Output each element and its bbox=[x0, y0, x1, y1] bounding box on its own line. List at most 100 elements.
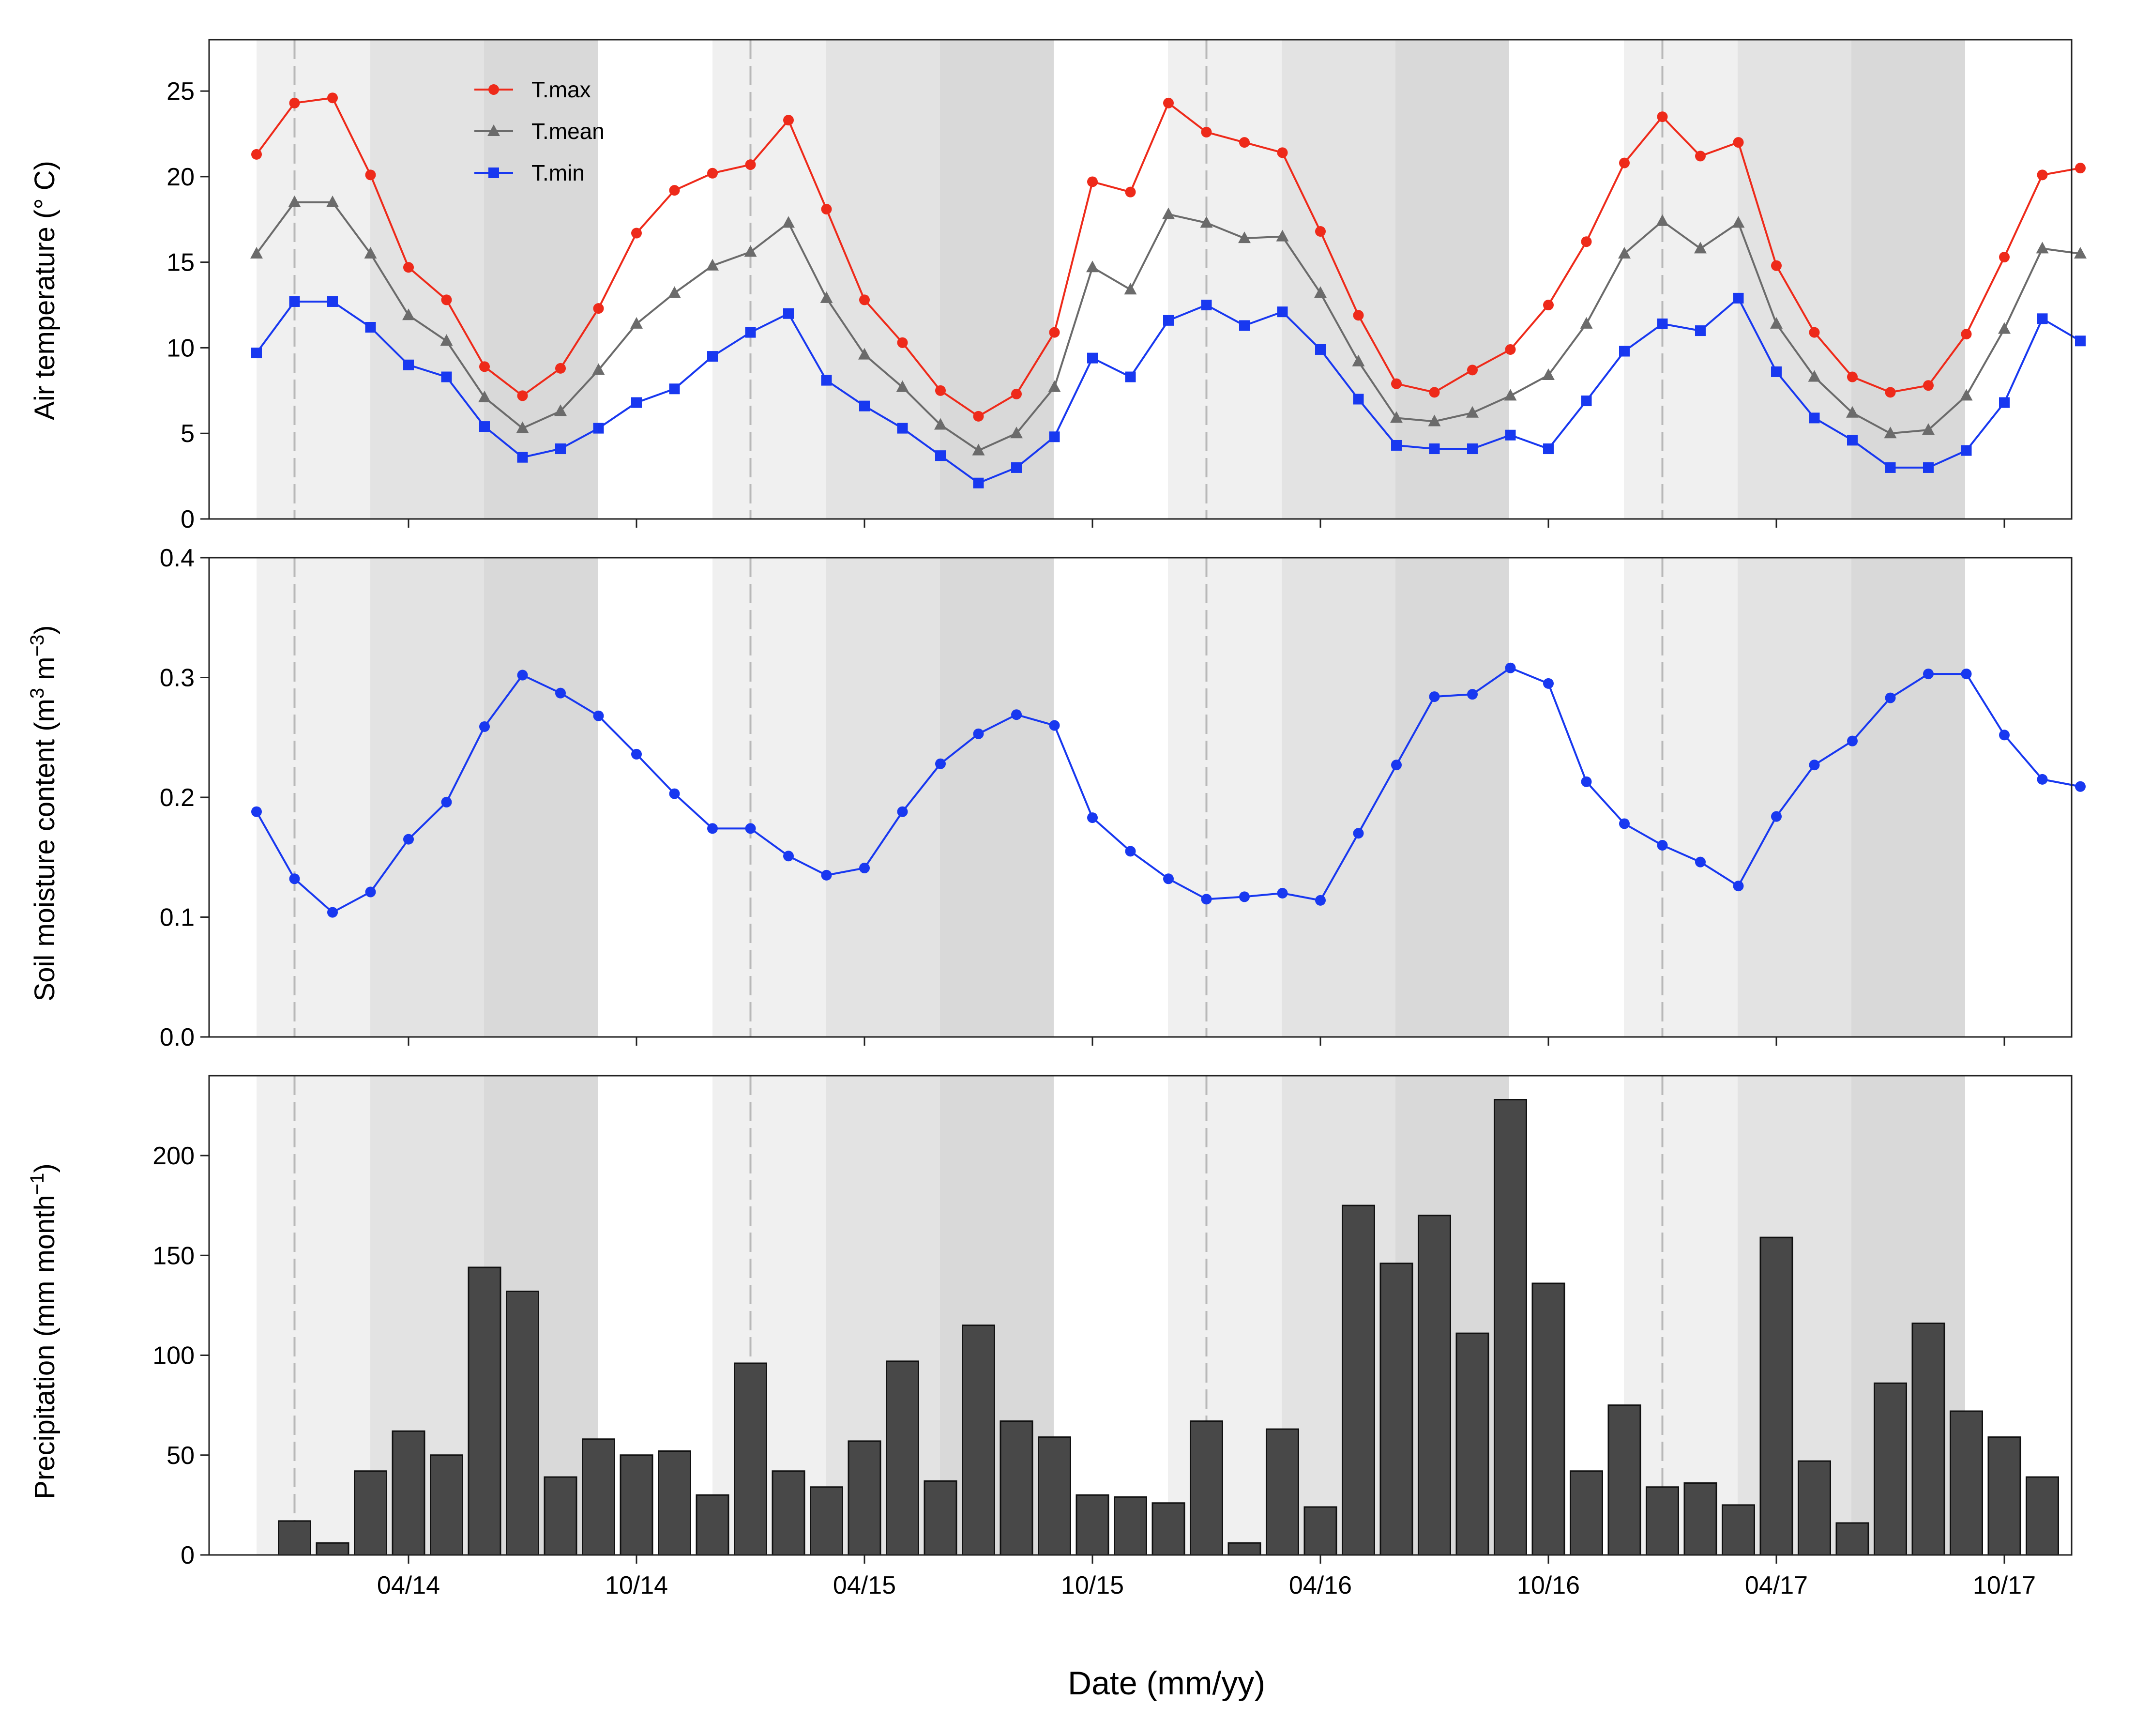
soil-point-soil-moisture bbox=[403, 834, 414, 845]
temp-point-t-max bbox=[1847, 371, 1858, 382]
temp-point-t-min bbox=[1923, 462, 1934, 473]
precip-bar bbox=[772, 1470, 805, 1556]
precip-bar bbox=[1531, 1282, 1565, 1556]
precip-bar bbox=[810, 1486, 843, 1556]
precip-bar bbox=[316, 1542, 349, 1556]
temp-point-t-mean bbox=[554, 404, 567, 416]
temp-point-t-min bbox=[1619, 346, 1630, 357]
temp-point-t-mean bbox=[1884, 426, 1897, 439]
temp-point-t-mean bbox=[1580, 317, 1593, 329]
temp-point-t-max bbox=[1581, 236, 1592, 247]
legend-label-t-min: T.min bbox=[531, 160, 585, 185]
temp-point-t-mean bbox=[820, 291, 833, 303]
legend-label-t-mean: T.mean bbox=[531, 119, 605, 144]
temp-plot-frame bbox=[208, 39, 2073, 520]
soil-point-soil-moisture bbox=[289, 873, 300, 884]
temp-point-t-max bbox=[441, 294, 452, 305]
precip-season-band bbox=[1738, 1076, 1851, 1555]
temp-season-band bbox=[826, 40, 940, 519]
soil-season-band bbox=[484, 558, 598, 1037]
temp-point-t-max bbox=[1543, 300, 1554, 311]
soil-season-band bbox=[370, 558, 484, 1037]
soil-point-soil-moisture bbox=[1999, 730, 2010, 741]
temp-point-t-min bbox=[1391, 440, 1402, 451]
temp-point-t-min bbox=[1771, 366, 1782, 377]
precip-bar bbox=[1038, 1436, 1071, 1556]
soil-ylabel-end: ) bbox=[29, 625, 61, 635]
y-axis-label-air-temperature: Air temperature (° C) bbox=[29, 161, 61, 420]
temp-point-t-min bbox=[289, 296, 300, 307]
temp-point-t-max bbox=[973, 411, 984, 422]
temp-point-t-max bbox=[1809, 327, 1820, 338]
precip-y-tick-label: 150 bbox=[152, 1242, 195, 1270]
soil-point-soil-moisture bbox=[479, 721, 490, 732]
precip-bar bbox=[1151, 1502, 1185, 1556]
precip-bar bbox=[696, 1494, 729, 1556]
precip-season-band bbox=[370, 1076, 484, 1555]
temp-point-t-mean bbox=[1010, 426, 1023, 439]
soil-season-band bbox=[1738, 558, 1851, 1037]
soil-point-soil-moisture bbox=[327, 907, 338, 918]
soil-point-soil-moisture bbox=[631, 748, 642, 760]
soil-plot-frame bbox=[208, 557, 2073, 1038]
temp-point-t-min bbox=[2037, 313, 2048, 324]
precip-bar bbox=[1987, 1436, 2021, 1556]
temp-point-t-mean bbox=[1808, 370, 1821, 382]
temp-point-t-min bbox=[517, 452, 528, 463]
temp-y-tick-label: 5 bbox=[181, 420, 195, 448]
soil-point-soil-moisture bbox=[1201, 894, 1212, 905]
precip-bar bbox=[1379, 1263, 1413, 1556]
precip-bar bbox=[1418, 1215, 1451, 1556]
precip-bar bbox=[544, 1476, 577, 1556]
soil-season-band bbox=[712, 558, 826, 1037]
temp-point-t-mean bbox=[288, 195, 301, 207]
precip-bar bbox=[1759, 1236, 1793, 1556]
temp-point-t-max bbox=[897, 337, 908, 348]
soil-point-soil-moisture bbox=[783, 851, 794, 862]
temp-point-t-min bbox=[745, 327, 756, 338]
temp-point-t-mean bbox=[1618, 246, 1631, 259]
temp-point-t-min bbox=[631, 397, 642, 408]
soil-point-soil-moisture bbox=[935, 758, 946, 769]
temp-point-t-mean bbox=[1656, 214, 1669, 226]
precip-season-band bbox=[1624, 1076, 1738, 1555]
precip-bar bbox=[620, 1454, 653, 1556]
precip-bar bbox=[392, 1430, 425, 1556]
temp-point-t-max bbox=[783, 115, 794, 126]
soil-point-soil-moisture bbox=[669, 788, 680, 799]
temp-point-t-max bbox=[1353, 310, 1364, 321]
temp-point-t-mean bbox=[2036, 242, 2049, 254]
temp-point-t-min bbox=[973, 477, 984, 488]
temp-point-t-min bbox=[1315, 344, 1326, 355]
temp-point-t-max bbox=[403, 262, 414, 273]
temp-point-t-mean bbox=[858, 348, 871, 360]
precip-bar bbox=[1114, 1496, 1147, 1556]
temp-point-t-mean bbox=[1048, 380, 1061, 392]
temp-point-t-max bbox=[1467, 365, 1478, 376]
temp-point-t-mean bbox=[1542, 368, 1555, 380]
precip-bar bbox=[1570, 1470, 1603, 1556]
precip-bar bbox=[468, 1266, 501, 1556]
temp-point-t-mean bbox=[1732, 216, 1745, 228]
precip-bar bbox=[1000, 1420, 1033, 1556]
temp-point-t-mean bbox=[1428, 414, 1441, 426]
precip-y-tick-label: 100 bbox=[152, 1342, 195, 1370]
temp-point-t-min bbox=[1239, 320, 1250, 331]
temp-point-t-min bbox=[1125, 371, 1136, 382]
x-tick-label: 10/17 bbox=[1973, 1571, 2036, 1599]
soil-point-soil-moisture bbox=[1087, 812, 1098, 823]
temp-season-band bbox=[1395, 40, 1509, 519]
temp-season-band bbox=[1168, 40, 1282, 519]
precip-bar bbox=[658, 1450, 691, 1556]
temp-point-t-max bbox=[327, 92, 338, 104]
soil-point-soil-moisture bbox=[365, 886, 376, 898]
x-axis-label: Date (mm/yy) bbox=[1068, 1665, 1265, 1702]
legend-marker-t-mean bbox=[487, 124, 500, 136]
temp-point-t-max bbox=[365, 169, 376, 181]
precip-bar bbox=[962, 1325, 995, 1556]
precip-bar bbox=[886, 1360, 919, 1556]
x-tick-label: 10/15 bbox=[1061, 1571, 1124, 1599]
temp-point-t-min bbox=[1353, 394, 1364, 405]
soil-point-soil-moisture bbox=[2075, 781, 2086, 792]
